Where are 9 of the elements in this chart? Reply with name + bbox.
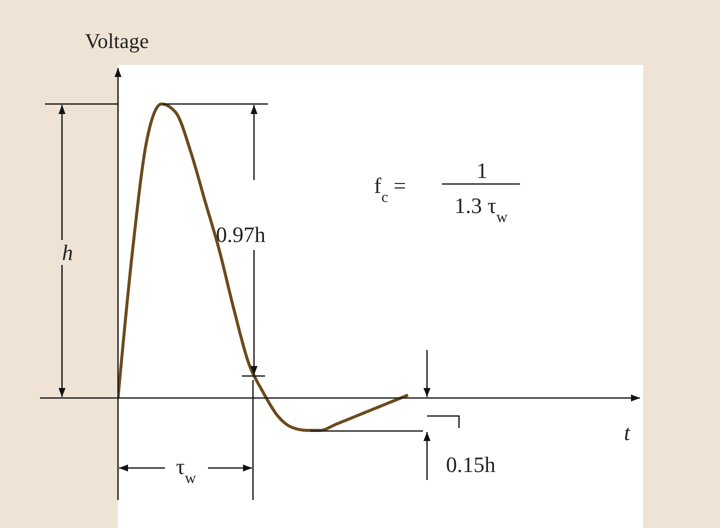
annotation: 0.97h: [216, 222, 266, 247]
text: 1.3 τ$_{w}$: [454, 193, 508, 226]
text: h: [62, 240, 73, 265]
y-axis-title: Voltage: [85, 29, 149, 53]
annotation: f$_{c}$ =: [374, 173, 406, 206]
text: t: [624, 420, 631, 445]
text: τ$_{w}$: [176, 454, 197, 486]
text: 1: [476, 158, 488, 183]
text: 0.15h: [446, 452, 496, 477]
